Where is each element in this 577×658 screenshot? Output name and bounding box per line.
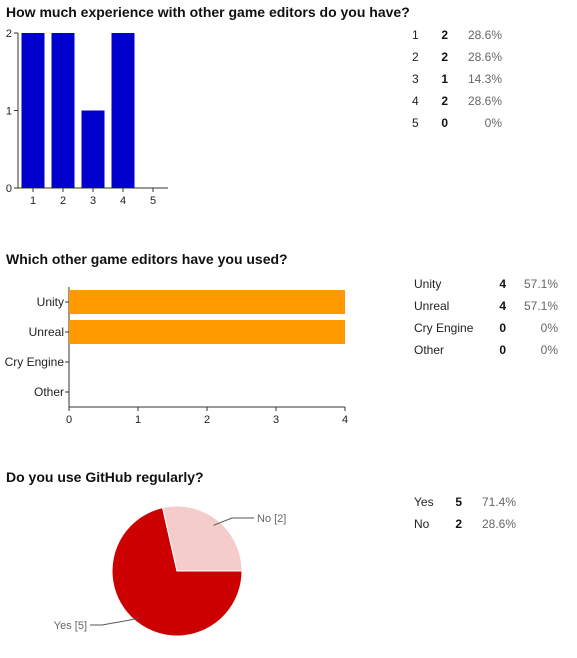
stats-percent: 57.1% bbox=[523, 299, 558, 313]
stats-count: 2 bbox=[441, 94, 448, 108]
stats-percent: 0% bbox=[540, 321, 558, 335]
stats-label: 4 bbox=[412, 94, 419, 108]
stats-label: Unity bbox=[414, 277, 442, 291]
x-tick-label: 0 bbox=[66, 414, 72, 426]
stats-label: Other bbox=[414, 343, 445, 357]
bar-unity bbox=[69, 290, 345, 314]
stats-count: 0 bbox=[441, 116, 448, 130]
question-2-title: Which other game editors have you used? bbox=[6, 251, 288, 267]
category-label: Cry Engine bbox=[5, 355, 65, 369]
stats-percent: 0% bbox=[484, 116, 502, 130]
stats-label: 1 bbox=[412, 28, 419, 42]
x-tick-label: 3 bbox=[273, 414, 279, 426]
question-1-title: How much experience with other game edit… bbox=[6, 4, 410, 20]
y-tick-label: 1 bbox=[6, 106, 12, 118]
stats-percent: 28.6% bbox=[481, 517, 516, 531]
x-tick-label: 4 bbox=[342, 414, 348, 426]
stats-percent: 28.6% bbox=[467, 28, 502, 42]
stats-count: 4 bbox=[499, 277, 506, 291]
experience-stats-table: 1 2 28.6% 2 2 28.6% 3 1 14.3% 4 2 28.6% 5 0 0% bbox=[412, 24, 502, 134]
stats-percent: 28.6% bbox=[467, 50, 502, 64]
github-stats-table: Yes 5 71.4% No 2 28.6% bbox=[414, 491, 516, 535]
bar-1 bbox=[21, 33, 45, 188]
stats-percent: 28.6% bbox=[467, 94, 502, 108]
stats-percent: 14.3% bbox=[467, 72, 502, 86]
category-label: Unity bbox=[37, 295, 64, 309]
bar-3 bbox=[81, 110, 105, 188]
x-tick-label: 1 bbox=[30, 195, 36, 207]
stats-row: 4 2 28.6% bbox=[412, 90, 502, 112]
stats-count: 1 bbox=[441, 72, 448, 86]
stats-percent: 71.4% bbox=[481, 495, 516, 509]
stats-row: Other 0 0% bbox=[414, 339, 558, 361]
x-tick-label: 4 bbox=[120, 195, 126, 207]
x-tick-label: 5 bbox=[150, 195, 156, 207]
stats-label: 3 bbox=[412, 72, 419, 86]
stats-row: 3 1 14.3% bbox=[412, 68, 502, 90]
stats-label: Cry Engine bbox=[414, 321, 474, 335]
x-tick-label: 2 bbox=[204, 414, 210, 426]
bar-4 bbox=[111, 33, 135, 188]
question-3-title: Do you use GitHub regularly? bbox=[6, 469, 204, 485]
stats-count: 5 bbox=[455, 495, 462, 509]
stats-count: 0 bbox=[499, 343, 506, 357]
pie-leader-line bbox=[213, 517, 254, 526]
stats-row: 1 2 28.6% bbox=[412, 24, 502, 46]
stats-count: 2 bbox=[441, 50, 448, 64]
stats-count: 2 bbox=[441, 28, 448, 42]
stats-row: 2 2 28.6% bbox=[412, 46, 502, 68]
pie-label-yes: Yes [5] bbox=[54, 620, 87, 632]
x-tick-label: 3 bbox=[90, 195, 96, 207]
pie-leader-line bbox=[90, 617, 140, 626]
stats-label: No bbox=[414, 517, 430, 531]
bar-2 bbox=[51, 33, 75, 188]
bar-unreal bbox=[69, 320, 345, 344]
stats-label: Unreal bbox=[414, 299, 450, 313]
y-tick-label: 2 bbox=[6, 28, 12, 40]
pie-slice-no bbox=[161, 505, 243, 572]
stats-row: Cry Engine 0 0% bbox=[414, 317, 558, 339]
stats-label: 2 bbox=[412, 50, 419, 64]
pie-label-no: No [2] bbox=[257, 513, 286, 525]
stats-row: No 2 28.6% bbox=[414, 513, 516, 535]
stats-count: 2 bbox=[455, 517, 462, 531]
stats-label: Yes bbox=[414, 495, 434, 509]
stats-row: 5 0 0% bbox=[412, 112, 502, 134]
y-tick-label: 0 bbox=[6, 183, 12, 195]
stats-row: Unreal 4 57.1% bbox=[414, 295, 558, 317]
x-tick-label: 1 bbox=[135, 414, 141, 426]
category-label: Other bbox=[34, 385, 64, 399]
stats-count: 4 bbox=[499, 299, 506, 313]
stats-percent: 57.1% bbox=[523, 277, 558, 291]
stats-percent: 0% bbox=[540, 343, 558, 357]
stats-count: 0 bbox=[499, 321, 506, 335]
stats-label: 5 bbox=[412, 116, 419, 130]
category-label: Unreal bbox=[29, 325, 64, 339]
pie-slice-yes bbox=[111, 507, 243, 637]
stats-row: Unity 4 57.1% bbox=[414, 273, 558, 295]
stats-row: Yes 5 71.4% bbox=[414, 491, 516, 513]
editors-stats-table: Unity 4 57.1% Unreal 4 57.1% Cry Engine 0 0% Othe… bbox=[414, 273, 558, 361]
x-tick-label: 2 bbox=[60, 195, 66, 207]
